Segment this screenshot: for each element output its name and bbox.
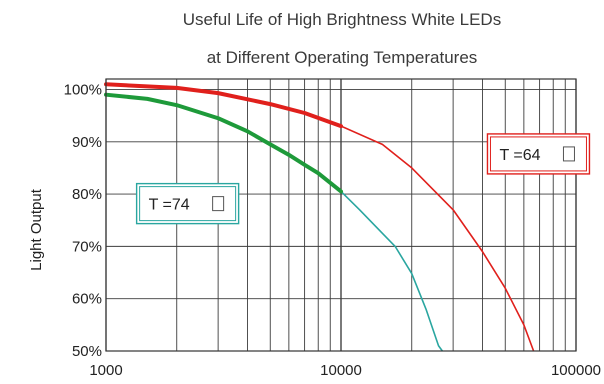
annotation-label: T =74 bbox=[149, 197, 190, 214]
y-tick-label: 80% bbox=[72, 186, 102, 203]
y-tick-label: 90% bbox=[72, 134, 102, 151]
series-1-projected-line bbox=[340, 125, 535, 352]
series-layer bbox=[104, 82, 535, 352]
grid-lines bbox=[105, 79, 577, 352]
tick-labels: 1000 10000 100000 50% 60% 70% 80% 90% 100% bbox=[64, 81, 601, 379]
y-tick-label: 70% bbox=[72, 238, 102, 255]
annotation-label: T =64 bbox=[499, 147, 540, 164]
x-tick-label: 1000 bbox=[89, 362, 122, 379]
annotation-box bbox=[135, 182, 240, 225]
chart-title: Useful Life of High Brightness White LED… bbox=[183, 10, 501, 29]
series-1-measured-line bbox=[104, 82, 343, 129]
annotation-box bbox=[486, 133, 591, 175]
annotations: T =64 T =74 bbox=[135, 133, 591, 225]
plot-frame bbox=[105, 78, 577, 352]
annotation-box-inner bbox=[489, 136, 587, 172]
unit-glyph-box bbox=[212, 196, 225, 212]
annotation-box-inner bbox=[139, 186, 237, 222]
x-tick-label: 10000 bbox=[320, 362, 362, 379]
unit-glyph-box bbox=[562, 146, 575, 162]
x-tick-label: 100000 bbox=[551, 362, 601, 379]
chart-subtitle: at Different Operating Temperatures bbox=[207, 48, 478, 67]
y-axis-label: Light Output bbox=[28, 188, 45, 271]
series-2-projected-line bbox=[340, 190, 444, 352]
y-tick-label: 60% bbox=[72, 291, 102, 308]
y-tick-label: 100% bbox=[64, 81, 102, 98]
y-tick-label: 50% bbox=[72, 343, 102, 360]
series-2-measured-line bbox=[104, 92, 343, 194]
